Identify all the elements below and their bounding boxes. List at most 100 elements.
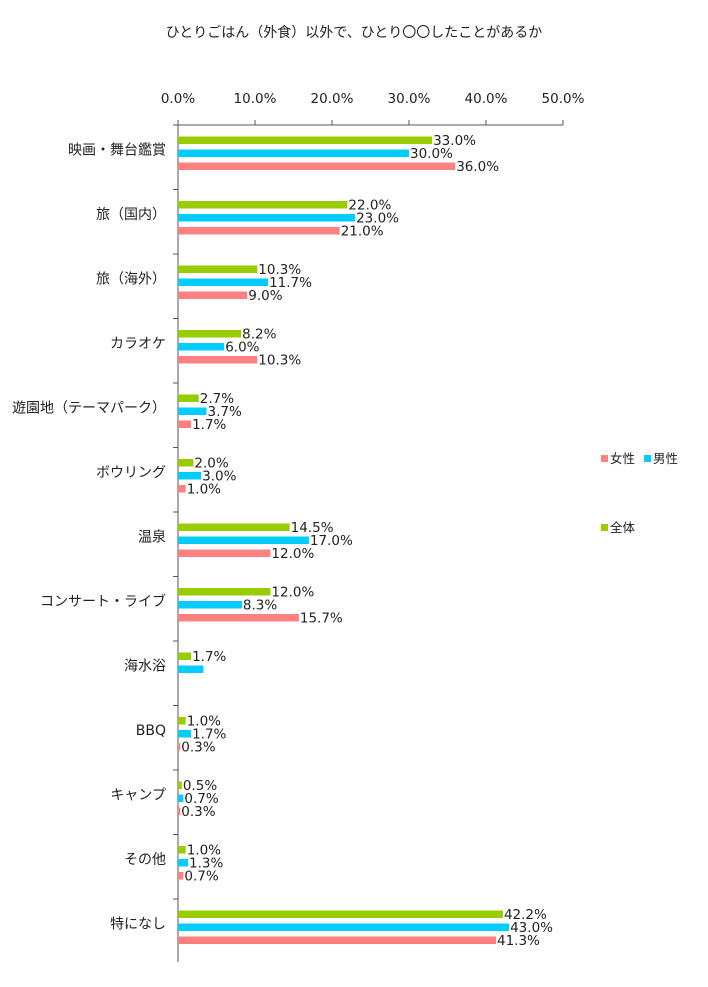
x-tick-label: 30.0% [388, 91, 431, 107]
data-label: 3.0% [202, 469, 236, 485]
bar [178, 859, 189, 867]
category-label: 旅（国内） [96, 207, 166, 223]
data-label: 0.3% [181, 804, 215, 820]
bar [178, 936, 497, 944]
data-label: 17.0% [310, 533, 353, 549]
data-label: 1.0% [187, 843, 221, 859]
category-label: 遊園地（テーマパーク） [12, 401, 166, 417]
bar [178, 278, 269, 286]
bar [178, 614, 299, 622]
data-label: 8.3% [243, 598, 277, 614]
bar [178, 536, 309, 544]
data-label: 10.3% [258, 262, 301, 278]
x-tick-label: 40.0% [465, 91, 508, 107]
bar [178, 291, 248, 299]
bar [178, 794, 184, 802]
bar [178, 872, 184, 880]
category-label: 海水浴 [124, 659, 166, 675]
data-label: 1.7% [192, 727, 226, 743]
data-label: 3.7% [207, 404, 241, 420]
bar [178, 665, 204, 673]
bar [178, 407, 207, 415]
category-label: コンサート・ライブ [40, 593, 166, 610]
bar [178, 420, 192, 428]
data-label: 41.3% [497, 933, 540, 949]
bar [178, 214, 356, 222]
data-label: 42.2% [504, 907, 547, 923]
data-label: 6.0% [225, 340, 259, 356]
bar [178, 523, 290, 531]
data-label: 43.0% [510, 920, 553, 936]
bar [178, 201, 348, 209]
bar [178, 343, 225, 351]
bar [178, 549, 271, 557]
data-label: 14.5% [291, 520, 334, 536]
data-label: 33.0% [433, 133, 476, 149]
bar [178, 743, 181, 751]
data-label: 11.7% [269, 275, 312, 291]
x-tick-label: 0.0% [161, 91, 195, 107]
data-label: 1.3% [189, 856, 223, 872]
legend-label: 女性 [610, 451, 635, 466]
data-label: 12.0% [271, 546, 314, 562]
legend-label: 男性 [653, 451, 678, 466]
data-label: 1.7% [192, 417, 226, 433]
bar [178, 846, 186, 854]
data-label: 30.0% [410, 146, 453, 162]
bar [178, 136, 433, 144]
category-label: カラオケ [110, 336, 166, 352]
data-label: 1.0% [187, 482, 221, 498]
bar [178, 330, 242, 338]
data-label: 2.7% [200, 391, 234, 407]
data-label: 10.3% [258, 353, 301, 369]
x-tick-label: 10.0% [234, 91, 277, 107]
bar [178, 730, 192, 738]
bar [178, 162, 456, 170]
bar [178, 394, 199, 402]
data-label: 8.2% [242, 327, 276, 343]
bar [178, 652, 192, 660]
bar [178, 265, 258, 273]
data-label: 0.7% [184, 869, 218, 885]
data-label: 22.0% [348, 198, 391, 214]
legend-swatch [601, 455, 608, 462]
data-label: 23.0% [356, 211, 399, 227]
legend-label: 全体 [610, 520, 636, 535]
category-label: ボウリング [96, 465, 166, 481]
bar [178, 910, 503, 918]
bar [178, 459, 194, 467]
data-label: 21.0% [341, 224, 384, 240]
x-tick-label: 50.0% [542, 91, 585, 107]
category-label: 旅（海外） [96, 272, 166, 288]
category-label: 映画・舞台鑑賞 [68, 142, 166, 159]
data-label: 15.7% [300, 611, 343, 627]
chart-title: ひとりごはん（外食）以外で、ひとり〇〇したことがあるか [165, 25, 543, 41]
data-label: 1.0% [187, 714, 221, 730]
data-label: 12.0% [271, 585, 314, 601]
bar [178, 227, 340, 235]
x-tick-label: 20.0% [311, 91, 354, 107]
bar [178, 601, 242, 609]
legend-swatch [601, 524, 608, 531]
data-label: 36.0% [456, 159, 499, 175]
category-label: 特になし [110, 917, 166, 933]
category-label: キャンプ [110, 788, 166, 804]
category-label: その他 [124, 852, 166, 868]
bar [178, 807, 181, 815]
data-label: 9.0% [248, 288, 282, 304]
bar [178, 472, 202, 480]
bar [178, 485, 186, 493]
data-label: 2.0% [194, 456, 228, 472]
bar [178, 149, 409, 157]
data-label: 0.7% [184, 791, 218, 807]
legend-swatch [644, 455, 651, 462]
data-label: 0.5% [183, 778, 217, 794]
bar [178, 717, 186, 725]
category-label: 温泉 [138, 529, 166, 546]
bar [178, 781, 182, 789]
bar [178, 588, 271, 596]
data-label: 0.3% [181, 740, 215, 756]
bar [178, 356, 258, 364]
bar [178, 923, 510, 931]
